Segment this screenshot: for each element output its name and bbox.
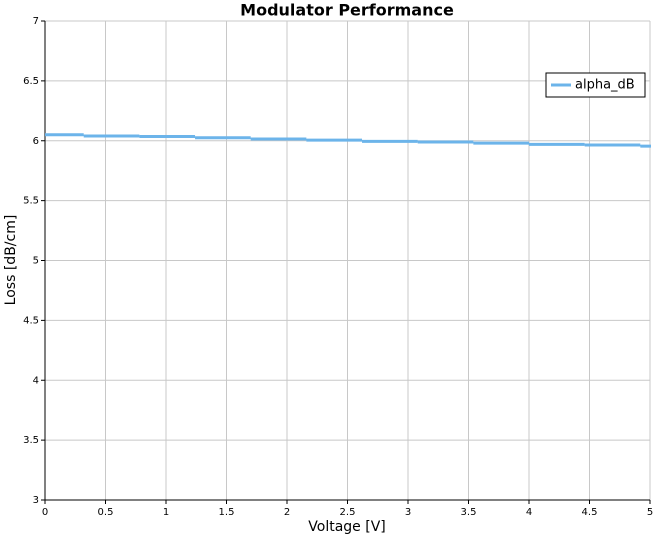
y-tick-label: 3.5 (23, 435, 39, 446)
x-tick-label: 5 (647, 507, 653, 518)
x-tick-label: 0 (42, 507, 48, 518)
legend-label: alpha_dB (575, 78, 635, 93)
y-tick-label: 7 (33, 16, 39, 27)
y-tick-label: 6 (33, 136, 39, 147)
y-tick-label: 5.5 (23, 196, 39, 207)
y-tick-label: 6.5 (23, 76, 39, 87)
y-tick-label: 4.5 (23, 315, 39, 326)
y-axis-title: Loss [dB/cm] (3, 215, 19, 306)
x-tick-label: 3.5 (461, 507, 477, 518)
y-tick-label: 3 (33, 495, 39, 506)
x-tick-label: 2.5 (340, 507, 356, 518)
x-tick-label: 3 (405, 507, 411, 518)
x-tick-label: 4.5 (582, 507, 598, 518)
x-tick-label: 1 (163, 507, 169, 518)
x-tick-label: 4 (526, 507, 532, 518)
x-tick-label: 1.5 (219, 507, 235, 518)
chart-title: Modulator Performance (240, 1, 454, 20)
x-tick-label: 2 (284, 507, 290, 518)
y-tick-label: 5 (33, 256, 39, 267)
y-tick-label: 4 (33, 375, 39, 386)
x-tick-label: 0.5 (98, 507, 114, 518)
x-axis-title: Voltage [V] (308, 519, 385, 535)
